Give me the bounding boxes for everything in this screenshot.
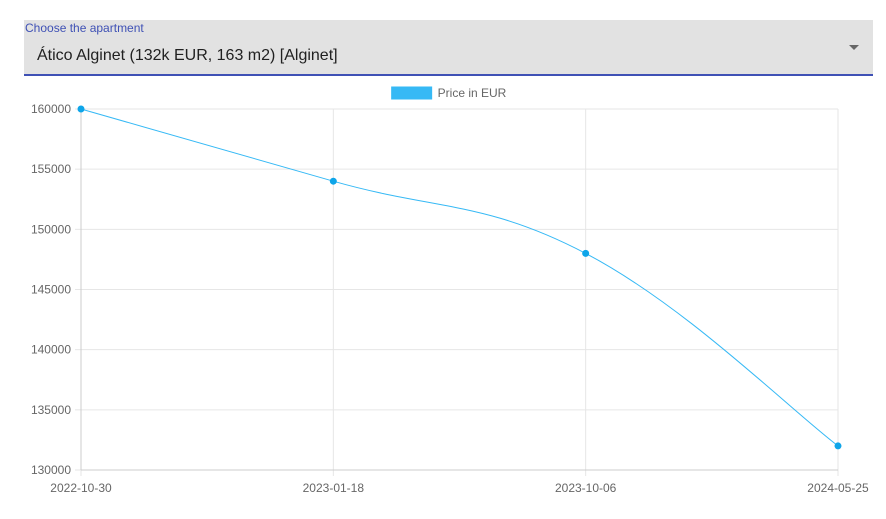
x-tick-label: 2023-10-06 — [555, 481, 617, 495]
y-tick-label: 145000 — [31, 283, 71, 297]
legend-swatch — [391, 86, 433, 100]
apartment-select[interactable]: Choose the apartment Ático Alginet (132k… — [24, 20, 873, 76]
chart-legend: Price in EUR — [391, 86, 507, 100]
chart-grid — [80, 108, 839, 471]
chart-axes: 160000 155000 150000 145000 140000 135000 1300… — [31, 102, 869, 495]
data-point[interactable] — [77, 105, 85, 113]
y-tick-label: 160000 — [31, 102, 71, 116]
y-tick-label: 150000 — [31, 222, 71, 236]
y-tick-label: 130000 — [31, 463, 71, 477]
price-chart: 160000 155000 150000 145000 140000 135000 1300… — [31, 86, 869, 495]
select-value: Ático Alginet (132k EUR, 163 m2) [Algine… — [37, 47, 338, 64]
legend-label: Price in EUR — [438, 86, 507, 100]
series-line — [80, 108, 839, 447]
data-point[interactable] — [834, 442, 842, 450]
x-tick-label: 2023-01-18 — [303, 481, 365, 495]
y-tick-label: 155000 — [31, 162, 71, 176]
x-tick-label: 2024-05-25 — [807, 481, 869, 495]
y-tick-label: 135000 — [31, 403, 71, 417]
dropdown-arrow-icon[interactable] — [849, 45, 859, 50]
select-label: Choose the apartment — [25, 21, 144, 35]
data-point[interactable] — [582, 249, 590, 257]
chart-series — [77, 105, 842, 450]
y-tick-label: 140000 — [31, 343, 71, 357]
data-point[interactable] — [329, 177, 337, 185]
x-tick-label: 2022-10-30 — [50, 481, 112, 495]
